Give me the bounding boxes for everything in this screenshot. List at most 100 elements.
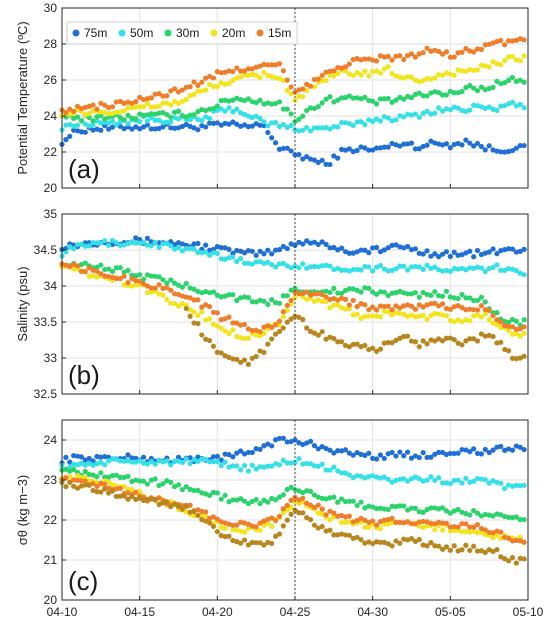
data-point	[156, 501, 162, 508]
data-point	[474, 312, 481, 318]
data-point	[494, 251, 500, 257]
data-point	[323, 336, 329, 342]
data-point	[509, 483, 516, 489]
data-point	[280, 243, 286, 250]
x-tick-label: 04-25	[280, 605, 311, 619]
data-point	[381, 506, 387, 512]
data-point	[401, 333, 407, 340]
data-point	[424, 477, 430, 483]
data-point	[218, 97, 224, 104]
data-point	[74, 114, 81, 120]
data-point	[245, 66, 251, 72]
data-point	[71, 123, 77, 129]
data-point	[408, 476, 415, 482]
data-point	[261, 443, 267, 449]
data-point	[346, 121, 352, 127]
data-point	[230, 119, 236, 125]
data-point	[234, 522, 240, 528]
data-point	[381, 54, 387, 60]
data-point	[502, 149, 508, 155]
data-point	[424, 262, 430, 268]
data-point	[420, 518, 426, 525]
data-point	[319, 239, 325, 245]
data-point	[172, 458, 178, 464]
data-point	[106, 490, 112, 496]
data-point	[420, 93, 426, 99]
data-point	[67, 133, 73, 139]
data-point	[408, 112, 415, 118]
data-point	[117, 98, 123, 105]
data-point	[428, 253, 434, 259]
data-point	[436, 89, 442, 96]
data-point	[272, 100, 279, 107]
data-point	[195, 320, 201, 327]
data-point	[339, 146, 345, 152]
data-point	[253, 72, 259, 78]
data-point	[292, 459, 298, 465]
data-point	[249, 66, 255, 72]
data-point	[218, 122, 224, 128]
data-point	[439, 520, 446, 526]
data-point	[129, 487, 135, 493]
data-point	[140, 454, 147, 460]
data-point	[397, 94, 403, 100]
data-point	[280, 325, 286, 331]
data-point	[319, 511, 325, 517]
data-point	[67, 479, 73, 485]
data-point	[373, 244, 380, 250]
series-points	[59, 36, 527, 168]
data-point	[370, 98, 376, 104]
data-point	[195, 458, 201, 464]
data-point	[424, 108, 430, 114]
data-point	[179, 98, 185, 104]
data-point	[335, 532, 341, 538]
data-point	[335, 155, 341, 161]
data-point	[335, 499, 341, 505]
data-point	[210, 250, 217, 256]
data-point	[156, 110, 162, 116]
data-point	[494, 321, 500, 328]
data-point	[164, 119, 170, 125]
data-point	[408, 455, 415, 461]
data-point	[311, 492, 318, 498]
data-point	[121, 483, 127, 489]
data-point	[307, 488, 314, 494]
data-point	[164, 280, 170, 286]
data-point	[206, 252, 213, 258]
data-point	[304, 154, 310, 160]
data-point	[354, 119, 360, 125]
data-point	[71, 453, 77, 459]
data-point	[218, 350, 224, 356]
data-point	[133, 235, 139, 241]
data-point	[245, 521, 251, 527]
data-point	[82, 121, 88, 127]
data-point	[315, 76, 321, 82]
data-point	[214, 453, 220, 459]
data-point	[447, 524, 453, 530]
data-point	[187, 502, 193, 508]
data-point	[82, 112, 88, 118]
data-point	[439, 92, 446, 98]
data-point	[362, 68, 368, 74]
data-point	[350, 452, 356, 458]
data-point	[203, 456, 209, 463]
data-point	[106, 273, 112, 280]
data-point	[358, 247, 364, 253]
data-point	[319, 100, 325, 106]
data-point	[269, 523, 275, 529]
data-point	[439, 72, 446, 78]
data-point	[443, 49, 450, 55]
data-point	[517, 326, 523, 332]
data-point	[471, 446, 477, 452]
data-point	[381, 308, 387, 314]
data-point	[74, 477, 81, 483]
data-point	[416, 264, 422, 270]
data-point	[412, 146, 418, 152]
data-point	[471, 297, 477, 304]
data-point	[327, 527, 333, 533]
data-point	[463, 542, 469, 548]
data-point	[447, 54, 453, 60]
data-point	[222, 97, 228, 103]
data-point	[245, 96, 251, 102]
data-point	[156, 103, 162, 109]
